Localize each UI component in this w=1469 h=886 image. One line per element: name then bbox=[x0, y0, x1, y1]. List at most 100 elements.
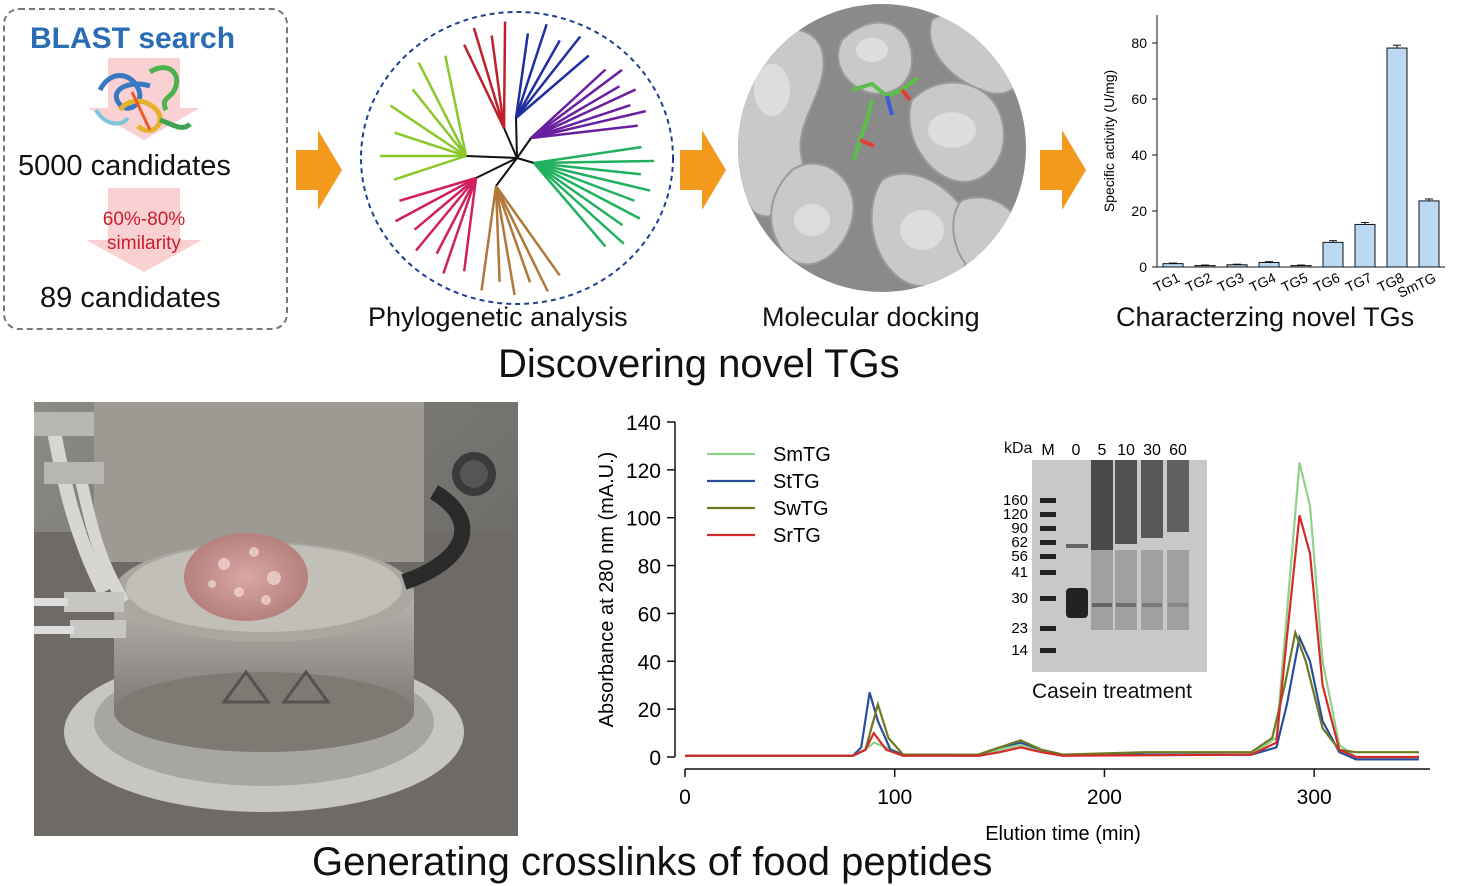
tree-branch-28 bbox=[494, 185, 516, 296]
tree-branch-24 bbox=[533, 162, 607, 248]
tree-branch-4 bbox=[514, 33, 530, 119]
tree-branch-21 bbox=[533, 161, 641, 220]
bar-category-label: TG7 bbox=[1343, 269, 1375, 295]
tree-branch-38 bbox=[393, 154, 467, 181]
bar-y-tick-label: 20 bbox=[1131, 203, 1147, 219]
blast-search-title: BLAST search bbox=[30, 22, 236, 55]
tree-branch-29 bbox=[494, 185, 501, 282]
gel-marker-band bbox=[1040, 498, 1056, 503]
tree-trunk-2 bbox=[516, 137, 532, 159]
gel-band-residual bbox=[1092, 603, 1112, 607]
tree-branch-31 bbox=[462, 177, 478, 272]
gel-smear-lower bbox=[1115, 550, 1137, 630]
gel-marker-label: 56 bbox=[1011, 548, 1028, 565]
tree-trunk-0 bbox=[503, 127, 518, 159]
line-x-tick-label: 200 bbox=[1087, 786, 1122, 809]
bar-y-tick-label: 0 bbox=[1139, 259, 1147, 275]
phylogenetic-analysis-label: Phylogenetic analysis bbox=[368, 302, 628, 332]
tree-branch-26 bbox=[494, 185, 549, 293]
tree-branch-14 bbox=[530, 109, 647, 140]
line-x-tick-label: 0 bbox=[679, 786, 691, 809]
bar-TG4 bbox=[1258, 262, 1280, 268]
tree-branches bbox=[380, 21, 654, 296]
tree-branch-7 bbox=[515, 35, 582, 119]
series-line-SrTG bbox=[685, 515, 1419, 759]
bar-category-label: TG5 bbox=[1279, 269, 1311, 295]
tree-branch-13 bbox=[530, 103, 631, 140]
tree-branch-40 bbox=[394, 131, 467, 158]
bar-TG5 bbox=[1290, 265, 1312, 268]
gel-band-residual bbox=[1168, 603, 1188, 607]
bar-y-tick-label: 60 bbox=[1131, 91, 1147, 107]
tree-branch-9 bbox=[530, 68, 607, 139]
tree-branch-0 bbox=[463, 44, 506, 129]
line-y-axis-label: Absorbance at 280 nm (mA.U.) bbox=[596, 452, 618, 728]
gel-lane-label: M bbox=[1041, 442, 1054, 459]
bottom-section-title: Generating crosslinks of food peptides bbox=[312, 840, 993, 884]
gel-smear-lane bbox=[1091, 460, 1113, 550]
legend-label-SwTG: SwTG bbox=[773, 498, 829, 520]
tree-branch-20 bbox=[533, 161, 635, 202]
tree-branch-34 bbox=[415, 177, 477, 252]
gel-marker-band bbox=[1040, 570, 1056, 575]
flow-arrow-2-icon bbox=[680, 130, 726, 210]
molecular-docking-image bbox=[738, 4, 1026, 292]
gel-marker-band bbox=[1040, 526, 1056, 531]
gel-smear-lane bbox=[1141, 460, 1163, 538]
tree-branch-36 bbox=[394, 176, 477, 223]
bar-TG6 bbox=[1322, 241, 1344, 268]
bar-TG3 bbox=[1226, 264, 1248, 268]
line-y-tick-label: 60 bbox=[638, 603, 661, 626]
gel-band-residual bbox=[1142, 603, 1162, 607]
funnel-arrow-top-icon bbox=[88, 58, 200, 140]
similarity-percent: 60%-80% bbox=[102, 209, 186, 230]
ligand-icon bbox=[851, 76, 919, 161]
line-x-tick-label: 100 bbox=[877, 786, 912, 809]
line-x-axis-label: Elution time (min) bbox=[985, 823, 1141, 845]
tree-branch-32 bbox=[442, 177, 478, 274]
legend-label-StTG: StTG bbox=[773, 471, 820, 493]
gel-band-casein bbox=[1066, 588, 1088, 618]
tree-branch-5 bbox=[514, 23, 548, 119]
tree-branch-44 bbox=[444, 55, 468, 157]
device-photo bbox=[34, 402, 518, 836]
tree-branch-43 bbox=[417, 61, 468, 157]
tree-trunk-5 bbox=[475, 157, 518, 179]
bar-TG1 bbox=[1162, 263, 1184, 268]
gel-marker-label: 90 bbox=[1011, 520, 1028, 537]
protein-structure-icon bbox=[94, 65, 192, 134]
tree-trunk-6 bbox=[465, 155, 518, 159]
line-y-tick-label: 80 bbox=[638, 556, 661, 579]
tree-branch-1 bbox=[472, 27, 506, 129]
characterizing-label: Characterzing novel TGs bbox=[1116, 302, 1415, 332]
similarity-word: similarity bbox=[107, 233, 181, 254]
tree-branch-15 bbox=[530, 124, 638, 140]
bar-category-label: TG2 bbox=[1183, 269, 1215, 295]
gel-marker-band bbox=[1040, 626, 1056, 631]
gel-marker-label: 14 bbox=[1011, 642, 1028, 659]
candidates-end-label: 89 candidates bbox=[40, 282, 221, 314]
bar-TG8 bbox=[1386, 47, 1408, 268]
tree-branch-22 bbox=[533, 161, 624, 227]
gel-lane-label: 30 bbox=[1143, 442, 1161, 459]
gel-smear-lane bbox=[1167, 460, 1189, 532]
tree-branch-23 bbox=[533, 162, 625, 245]
gel-unit-label: kDa bbox=[1004, 440, 1033, 457]
line-y-tick-label: 20 bbox=[638, 699, 661, 722]
flow-arrow-1-icon bbox=[296, 130, 342, 210]
bar-y-axis-label: Specific activity (U/mg) bbox=[1101, 70, 1117, 212]
line-y-tick-label: 0 bbox=[649, 747, 661, 770]
bar-category-label: TG4 bbox=[1247, 269, 1279, 295]
bar-category-label: TG3 bbox=[1215, 269, 1247, 295]
legend-label-SmTG: SmTG bbox=[773, 444, 831, 466]
gel-marker-label: 160 bbox=[1003, 492, 1028, 509]
line-y-tick-label: 100 bbox=[626, 508, 661, 531]
tree-branch-37 bbox=[399, 176, 477, 202]
tree-branch-16 bbox=[533, 145, 642, 165]
tree-trunk-3 bbox=[516, 157, 535, 164]
tree-branch-6 bbox=[514, 39, 561, 119]
tree-branch-3 bbox=[502, 21, 507, 129]
line-y-tick-label: 120 bbox=[626, 460, 661, 483]
